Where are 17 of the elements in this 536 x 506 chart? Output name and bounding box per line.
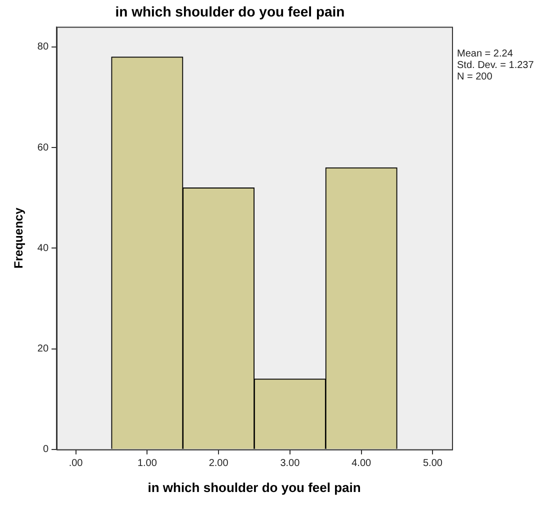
x-axis-title: in which shoulder do you feel pain bbox=[148, 480, 361, 495]
y-tick-label: 80 bbox=[37, 42, 49, 53]
x-tick-label: 4.00 bbox=[352, 458, 372, 470]
chart-title: in which shoulder do you feel pain bbox=[115, 3, 345, 20]
text: Std. Dev. = 1.237 bbox=[457, 60, 534, 72]
x-tick-label: 5.00 bbox=[422, 458, 443, 470]
y-tick-label: 60 bbox=[37, 142, 49, 154]
x-tick-label: 3.00 bbox=[280, 458, 300, 470]
x-tick-label: .00 bbox=[68, 458, 84, 470]
text: N = 200 bbox=[457, 72, 493, 83]
y-axis-title: Frequency bbox=[12, 207, 26, 268]
y-tick-label: 20 bbox=[37, 344, 49, 355]
y-tick-label: 40 bbox=[37, 242, 49, 254]
text: Mean = 2.24 bbox=[457, 48, 514, 60]
x-tick-label: 2.00 bbox=[208, 458, 229, 470]
y-tick-label: 0 bbox=[42, 444, 49, 456]
x-tick-label: 1.00 bbox=[137, 458, 158, 470]
